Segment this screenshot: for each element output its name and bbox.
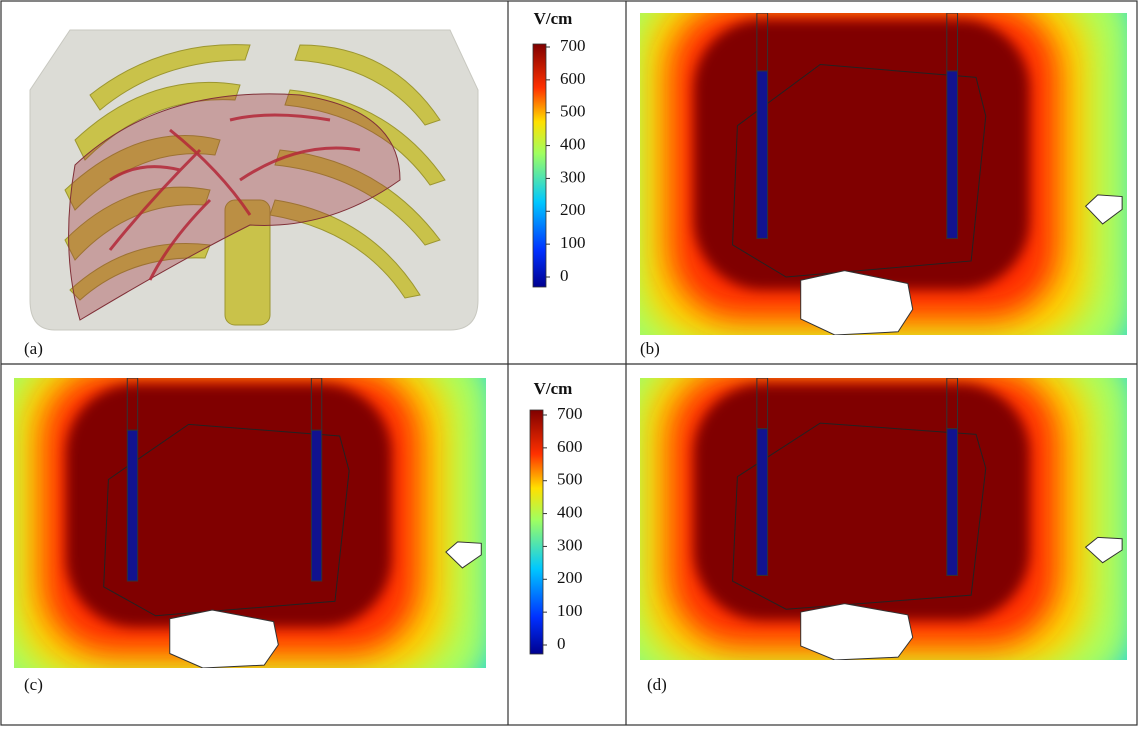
tumor-outline [103, 423, 350, 617]
vessel-blob-small [1084, 536, 1123, 564]
vessel-blob-small [1084, 194, 1123, 225]
colorbar-tick-label: 500 [560, 102, 586, 121]
colorbar-tick-label: 400 [557, 502, 583, 521]
electrode [946, 70, 959, 239]
field-map [640, 13, 1127, 335]
electrode [756, 70, 769, 239]
electrode [946, 428, 959, 576]
colorbar-tick-label: 700 [557, 404, 583, 423]
colorbar-tick-label: 600 [560, 69, 586, 88]
colorbar-tick-label: 100 [560, 233, 586, 252]
panel-label: (b) [640, 339, 660, 358]
colorbar-unit: V/cm [534, 9, 573, 28]
colorbar [532, 43, 547, 288]
colorbar-tick-label: 100 [557, 601, 583, 620]
colorbar-tick-label: 300 [557, 535, 583, 554]
colorbar [529, 409, 544, 655]
tumor-outline [732, 64, 987, 278]
field-layer [693, 19, 1030, 290]
vessel-blob [169, 609, 279, 668]
vessel-blob [800, 270, 914, 335]
tumor-outline [732, 422, 987, 610]
colorbar-tick-label: 400 [560, 134, 586, 153]
colorbar-tick-label: 500 [557, 470, 583, 489]
colorbar-tick-label: 0 [557, 634, 566, 653]
field-map [640, 378, 1127, 660]
colorbar-tick-label: 700 [560, 36, 586, 55]
colorbar-tick-label: 200 [557, 568, 583, 587]
electrode [310, 429, 323, 582]
field-layer [65, 383, 392, 628]
colorbar-tick-label: 200 [560, 200, 586, 219]
colorbar-tick-label: 0 [560, 266, 569, 285]
field-map [14, 378, 486, 668]
colorbar-unit: V/cm [534, 379, 573, 398]
panel-label: (c) [24, 675, 43, 694]
colorbar-tick-label: 600 [557, 437, 583, 456]
electrode [756, 428, 769, 576]
field-layer [693, 383, 1030, 621]
panel-label: (d) [647, 675, 667, 694]
vessel-blob-small [445, 541, 482, 569]
colorbar-tick-label: 300 [560, 167, 586, 186]
panel-label: (a) [24, 339, 43, 358]
anatomy-illustration [29, 29, 479, 331]
vessel-blob [800, 603, 914, 660]
electrode [126, 429, 139, 582]
